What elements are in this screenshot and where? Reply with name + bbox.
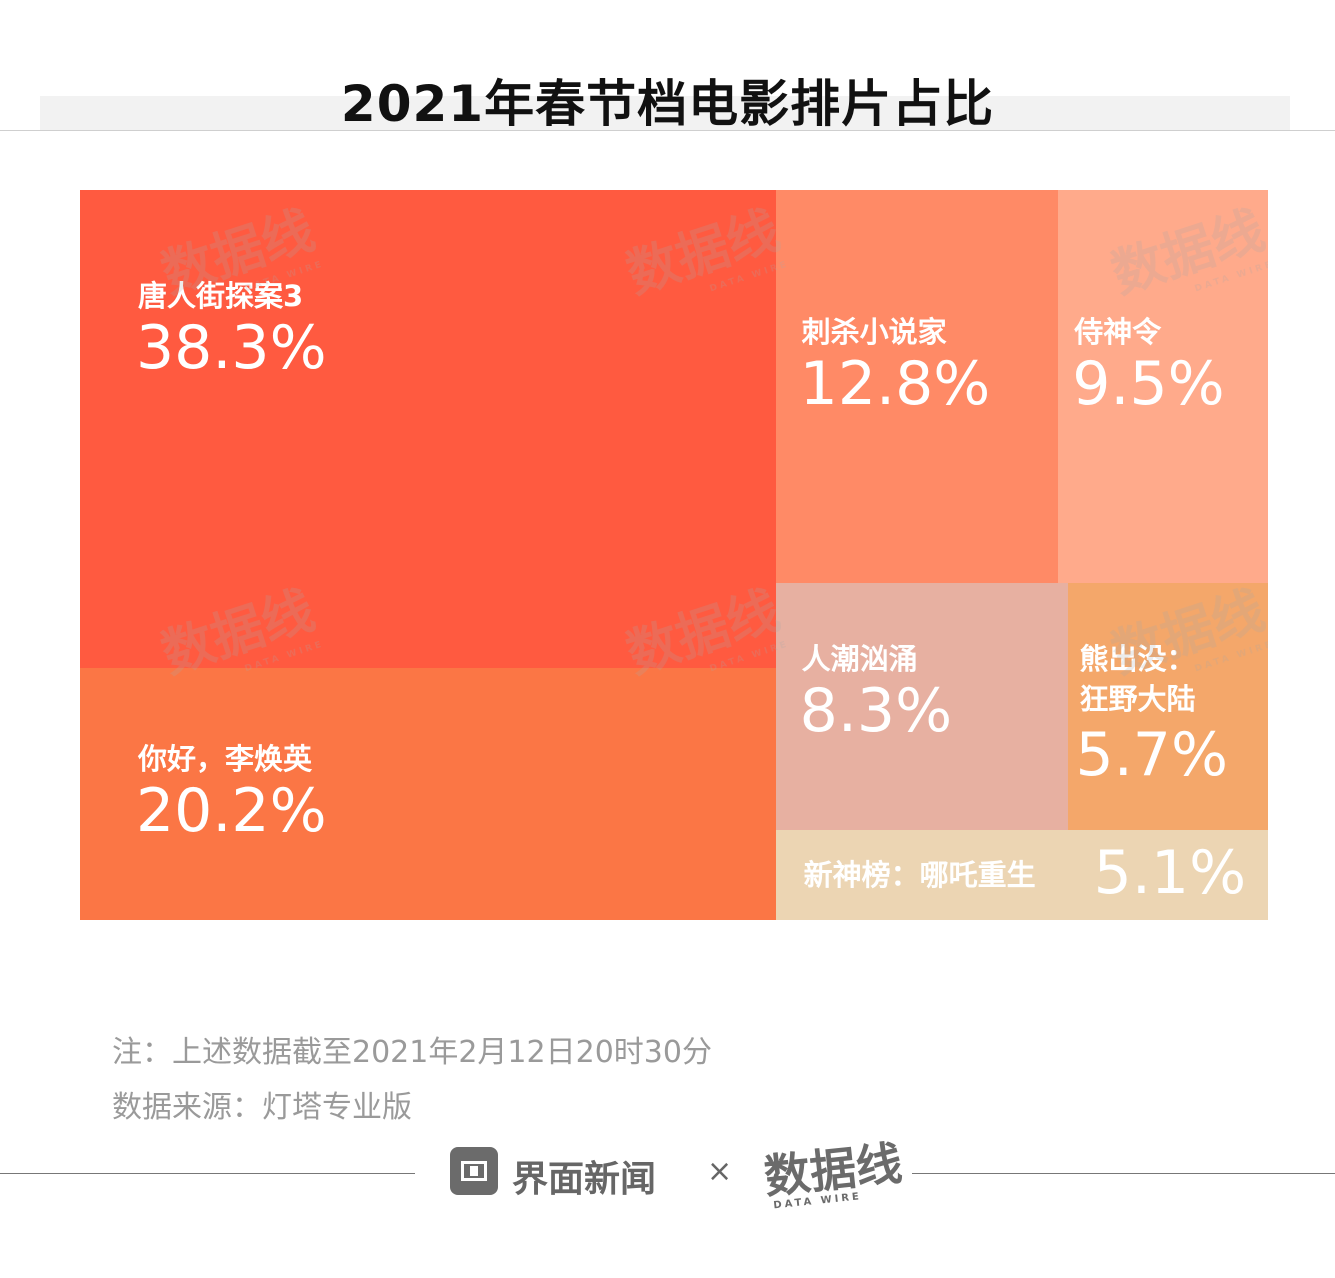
footer-line-right — [912, 1173, 1335, 1174]
cell-value: 5.7% — [1075, 720, 1228, 791]
cell-label: 你好，李焕英 — [138, 741, 313, 776]
cell-label: 侍神令 — [1074, 315, 1162, 349]
treemap-cell: 人潮汹涌 8.3% — [775, 583, 1068, 831]
treemap: 唐人街探案3 38.3% 你好，李焕英 20.2% 刺杀小说家 12.8% 侍神令 9.5% 人… — [80, 190, 1268, 920]
separator-text: × — [707, 1154, 733, 1189]
chart-title: 2021年春节档电影排片占比 — [340, 75, 995, 133]
brand-name: 界面新闻 — [512, 1159, 657, 1200]
cell-label: 人潮汹涌 — [801, 642, 918, 677]
cell-value: 12.8% — [799, 349, 991, 419]
jiemian-logo-icon — [450, 1147, 498, 1195]
footer-line-left — [0, 1173, 415, 1174]
cell-value: 20.2% — [136, 775, 327, 846]
treemap-cell: 熊出没： 狂野大陆 5.7% — [1067, 583, 1268, 831]
treemap-cell: 侍神令 9.5% — [1058, 190, 1268, 584]
cell-value: 5.1% — [1093, 838, 1247, 909]
datawire-logo: 数据线 DATA WIRE — [761, 1127, 906, 1212]
treemap-cell: 唐人街探案3 38.3% — [80, 190, 776, 668]
cell-label: 刺杀小说家 — [801, 315, 947, 349]
cell-value: 38.3% — [136, 312, 327, 383]
cell-label: 唐人街探案3 — [138, 278, 304, 313]
treemap-cell: 刺杀小说家 12.8% — [775, 190, 1059, 584]
title-band — [40, 96, 1290, 130]
cell-value: 8.3% — [799, 676, 953, 747]
source-text: 数据来源：灯塔专业版 — [112, 1090, 412, 1125]
cell-label: 熊出没： 狂野大陆 — [1079, 642, 1196, 717]
treemap-cell: 你好，李焕英 20.2% — [80, 667, 776, 920]
treemap-cell: 新神榜：哪吒重生 5.1% — [775, 830, 1268, 920]
cell-label: 新神榜：哪吒重生 — [803, 858, 1036, 893]
cell-value: 9.5% — [1072, 349, 1225, 419]
note-text: 注：上述数据截至2021年2月12日20时30分 — [112, 1035, 712, 1070]
title-rule — [0, 130, 1335, 131]
